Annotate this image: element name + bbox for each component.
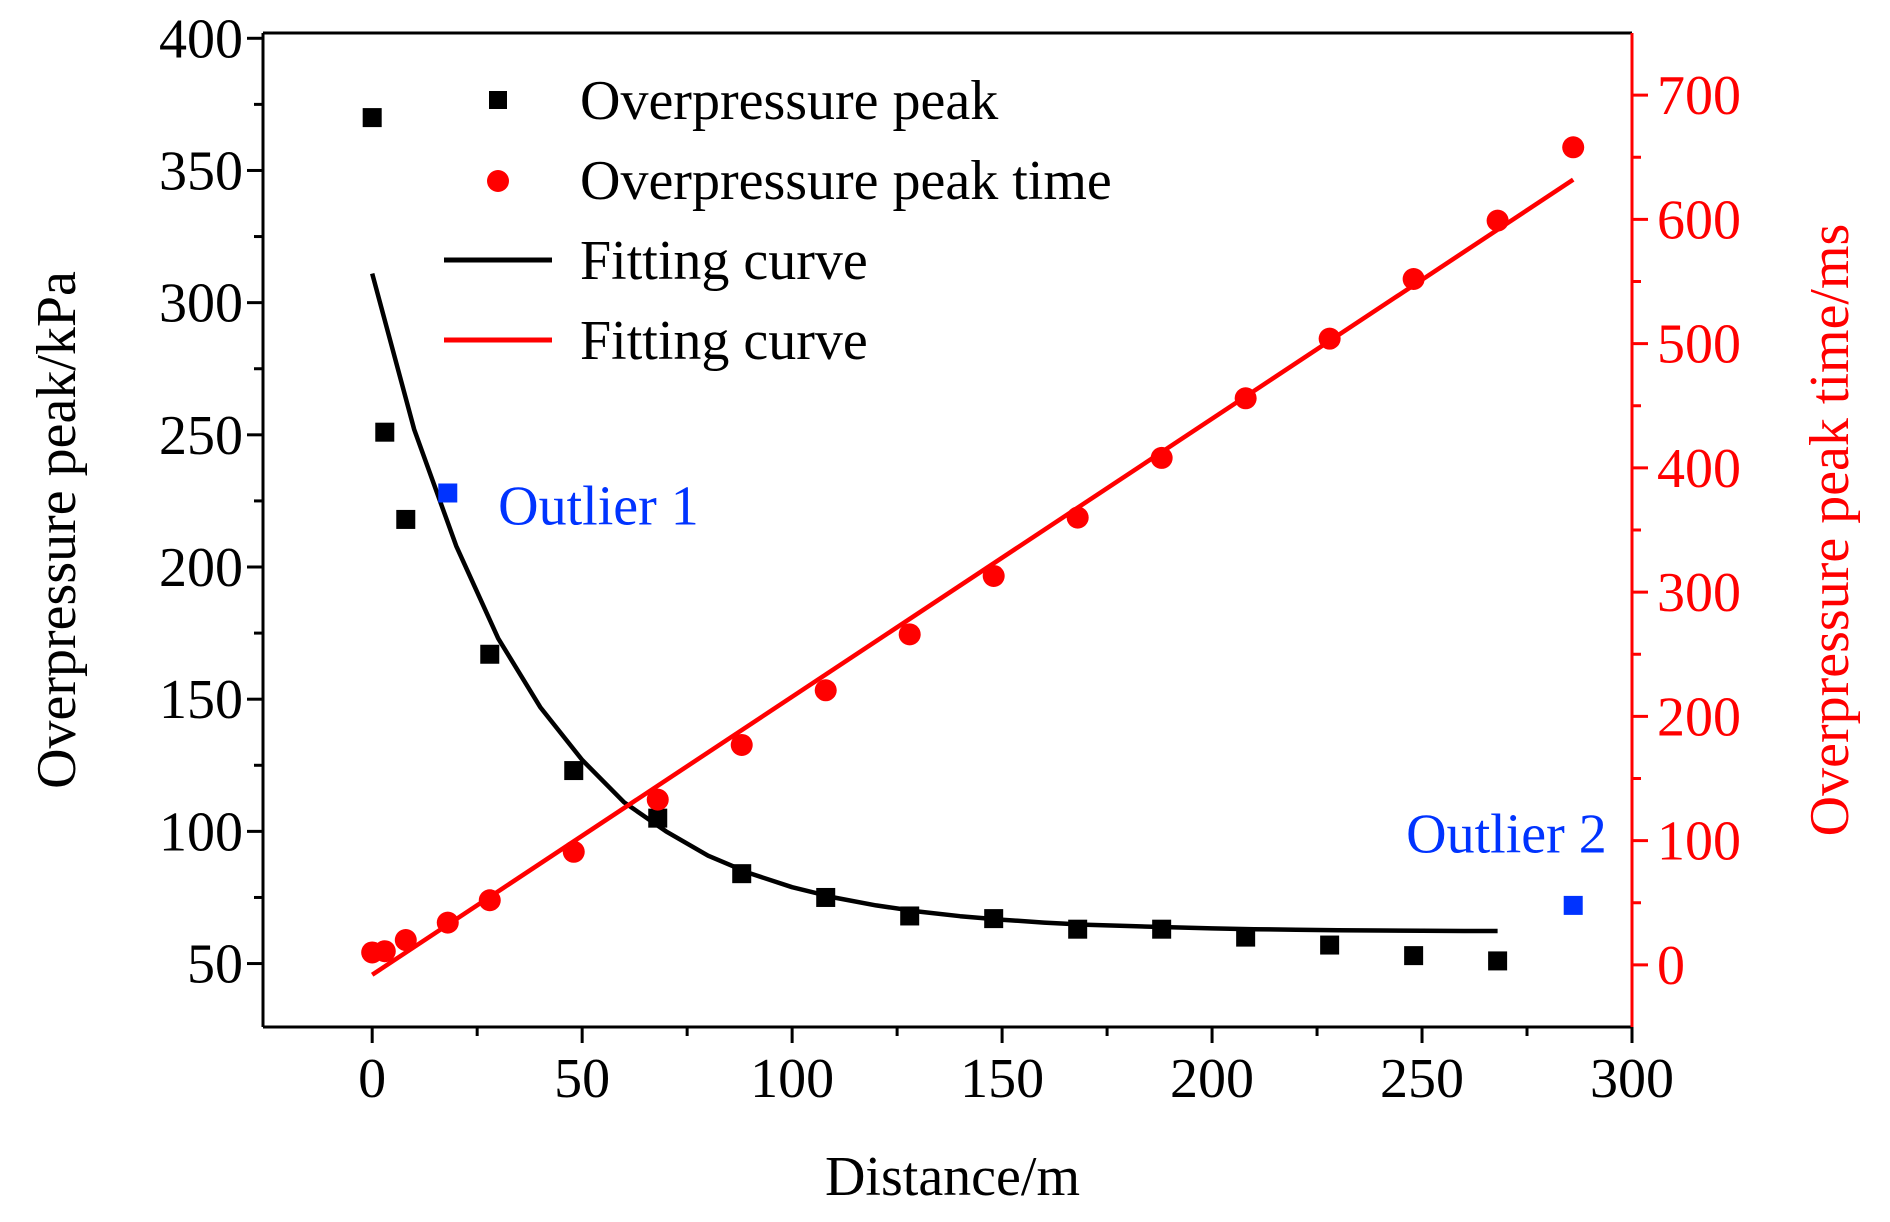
x-tick-label: 100: [750, 1048, 834, 1110]
annotation-label: Outlier 2: [1406, 804, 1607, 866]
data-point-circle: [898, 623, 921, 646]
legend-marker-circle: [487, 170, 509, 192]
data-point-square: [1152, 919, 1172, 939]
data-point-circle: [814, 679, 837, 702]
data-point-circle: [646, 788, 669, 811]
data-point-square: [1320, 935, 1340, 955]
x-tick-label: 150: [960, 1048, 1044, 1110]
y-right-tick-label: 100: [1657, 811, 1741, 873]
y-left-tick-label: 250: [159, 405, 243, 467]
legend-marker-square: [489, 91, 507, 109]
data-point-square: [816, 887, 836, 907]
y-right-tick-label: 0: [1657, 935, 1685, 997]
data-point-circle: [1318, 327, 1341, 350]
legend-label: Overpressure peak: [580, 70, 998, 132]
legend-label: Overpressure peak time: [580, 150, 1112, 212]
data-point-circle: [1234, 387, 1257, 410]
y-right-tick-label: 700: [1657, 65, 1741, 127]
data-point-circle: [562, 840, 585, 863]
data-point-square: [732, 864, 752, 884]
legend-label: Fitting curve: [580, 230, 868, 292]
data-point-circle: [478, 889, 501, 912]
fitting-curve-line: [370, 273, 1498, 934]
data-point-circle: [982, 564, 1005, 587]
data-point-square: [1563, 895, 1583, 915]
data-point-square: [438, 483, 458, 503]
y-right-tick-label: 600: [1657, 189, 1741, 251]
data-point-circle: [730, 733, 753, 756]
y-right-axis-label: Overpressure peak time/ms: [1799, 224, 1861, 837]
data-point-square: [900, 906, 920, 926]
data-point-square: [362, 108, 382, 128]
y-left-tick-label: 150: [159, 669, 243, 731]
data-point-circle: [1486, 209, 1509, 232]
data-point-square: [1068, 919, 1088, 939]
annotation-label: Outlier 1: [498, 476, 699, 538]
data-point-circle: [1066, 506, 1089, 529]
data-point-circle: [394, 929, 417, 952]
data-point-circle: [436, 911, 459, 934]
x-tick-label: 50: [554, 1048, 610, 1110]
data-point-circle: [1562, 136, 1585, 159]
y-right-tick-label: 200: [1657, 686, 1741, 748]
data-point-square: [564, 761, 584, 781]
y-right-tick-label: 400: [1657, 438, 1741, 500]
x-tick-label: 0: [358, 1048, 386, 1110]
y-right-tick-label: 300: [1657, 562, 1741, 624]
y-left-tick-label: 300: [159, 273, 243, 335]
y-right-tick-label: 500: [1657, 314, 1741, 376]
data-point-square: [375, 422, 395, 442]
data-point-square: [480, 644, 500, 664]
data-point-square: [1236, 927, 1256, 947]
data-point-square: [984, 909, 1004, 929]
data-point-square: [1404, 946, 1424, 966]
data-point-square: [396, 509, 416, 529]
legend-label: Fitting curve: [580, 310, 868, 372]
x-tick-label: 200: [1170, 1048, 1254, 1110]
fitting-curve-line: [370, 177, 1575, 977]
y-left-tick-label: 400: [159, 8, 243, 70]
x-axis-label: Distance/m: [825, 1146, 1080, 1208]
data-point-circle: [373, 940, 396, 963]
y-left-axis-label: Overpressure peak/kPa: [26, 271, 88, 789]
y-left-tick-label: 200: [159, 537, 243, 599]
x-tick-label: 300: [1590, 1048, 1674, 1110]
data-point-square: [648, 808, 668, 828]
data-point-circle: [1150, 446, 1173, 469]
y-left-tick-label: 50: [187, 934, 243, 996]
x-tick-label: 250: [1380, 1048, 1464, 1110]
data-point-circle: [1402, 268, 1425, 291]
y-left-tick-label: 100: [159, 801, 243, 863]
data-point-square: [1488, 951, 1508, 971]
y-left-tick-label: 350: [159, 140, 243, 202]
